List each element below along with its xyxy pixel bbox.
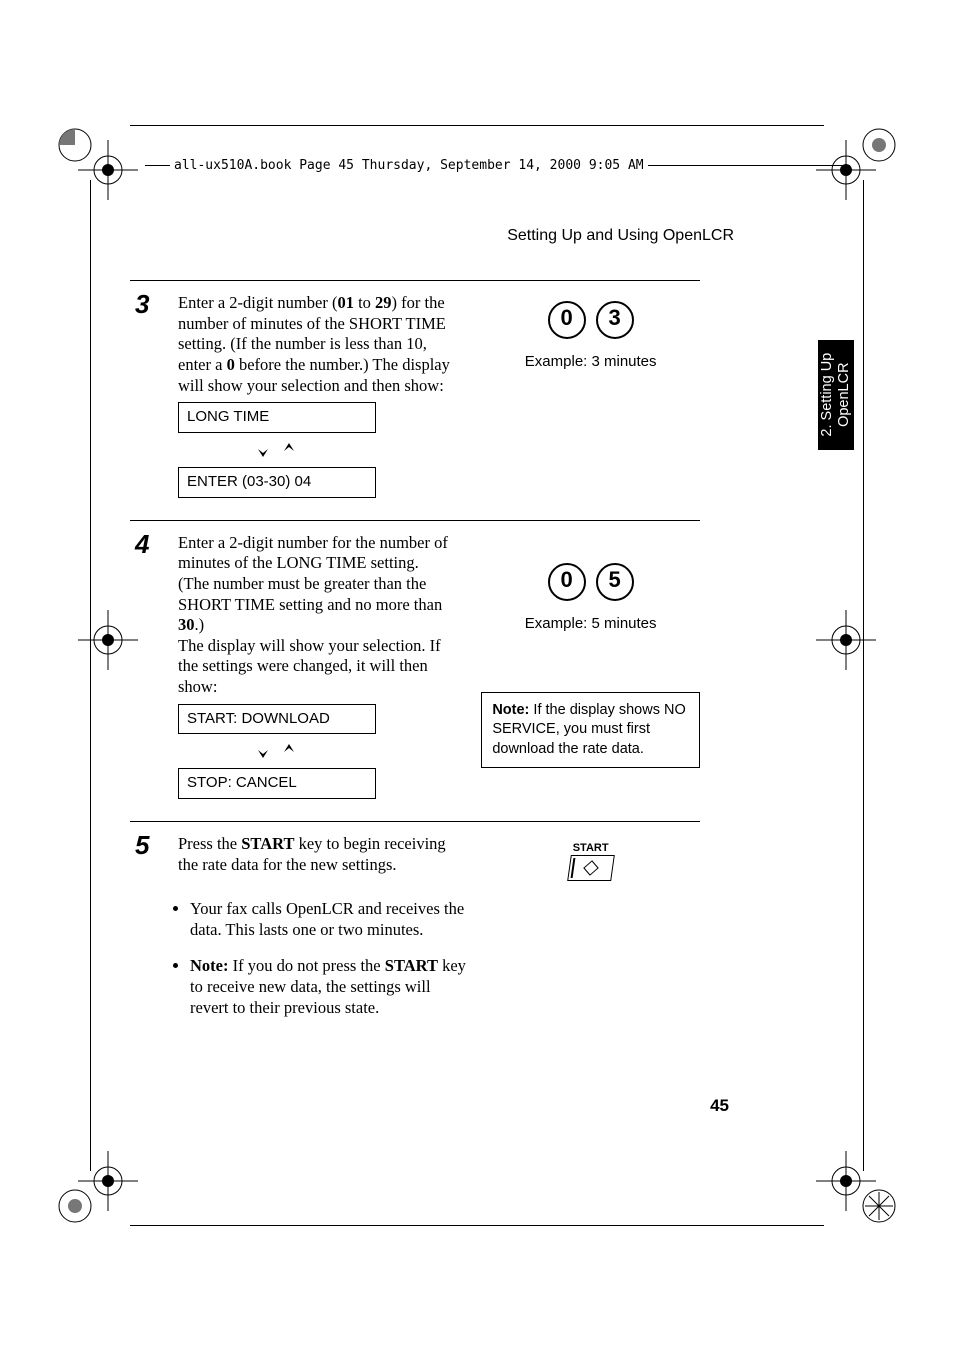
book-header: all-ux510A.book Page 45 Thursday, Septem… [170, 158, 648, 173]
step-3-display-1: LONG TIME [178, 402, 376, 433]
crop-line-bottom [130, 1225, 824, 1226]
corner-bl-icon [55, 1186, 95, 1226]
step-5-number: 5 [135, 830, 149, 861]
bullet-2: Note: If you do not press the START key … [190, 955, 470, 1019]
step-5-bullets: Your fax calls OpenLCR and receives the … [190, 898, 470, 1019]
arrows-icon [178, 439, 374, 461]
side-tab-line1: 2. Setting Up [819, 353, 835, 437]
step-3-text: Enter a 2-digit number (01 to 29) for th… [178, 293, 451, 504]
arrows-icon [178, 740, 374, 762]
step-4-keys: 0 5 [481, 563, 700, 601]
step-5: 5 Press the START key to begin receiving… [130, 821, 700, 1051]
step-5-text: Press the START key to begin receiving t… [178, 834, 451, 881]
step-4-note: Note: If the display shows NO SERVICE, y… [481, 692, 700, 769]
crop-line-top [130, 125, 824, 126]
keycap-3-icon: 3 [596, 301, 634, 339]
step-3: 3 Enter a 2-digit number (01 to 29) for … [130, 280, 700, 520]
corner-tr-icon [859, 125, 899, 165]
step-3-display-2: ENTER (03-30) 04 [178, 467, 376, 498]
step-3-keys: 0 3 [481, 301, 700, 339]
bullet-1: Your fax calls OpenLCR and receives the … [190, 898, 470, 941]
keycap-0-icon: 0 [548, 563, 586, 601]
registration-mark-ml [78, 610, 138, 670]
step-4-number: 4 [135, 529, 149, 560]
corner-br-icon [859, 1186, 899, 1226]
keycap-0-icon: 0 [548, 301, 586, 339]
page-number: 45 [710, 1096, 729, 1116]
step-4: 4 Enter a 2-digit number for the number … [130, 520, 700, 822]
crop-line-left [90, 180, 91, 1171]
start-key-icon: START [569, 842, 613, 881]
side-tab-line2: OpenLCR [836, 363, 852, 427]
corner-tl-icon [55, 125, 95, 165]
step-3-example: Example: 3 minutes [481, 353, 700, 370]
content-area: 3 Enter a 2-digit number (01 to 29) for … [130, 280, 700, 1051]
keycap-5-icon: 5 [596, 563, 634, 601]
step-4-display-2: STOP: CANCEL [178, 768, 376, 799]
step-3-number: 3 [135, 289, 149, 320]
step-4-example: Example: 5 minutes [481, 615, 700, 632]
step-4-text: Enter a 2-digit number for the number of… [178, 533, 451, 806]
side-tab: 2. Setting Up OpenLCR [818, 340, 854, 450]
registration-mark-mr [816, 610, 876, 670]
crop-line-right [863, 180, 864, 1171]
step-4-display-1: START: DOWNLOAD [178, 704, 376, 735]
page-title: Setting Up and Using OpenLCR [507, 227, 734, 245]
